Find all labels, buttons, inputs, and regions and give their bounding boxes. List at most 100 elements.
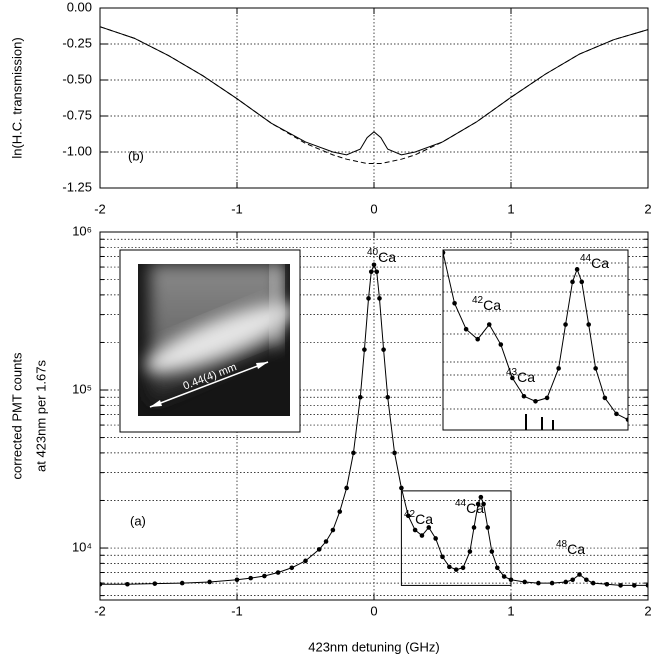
isotope-element: Ca bbox=[591, 255, 609, 271]
data-point bbox=[577, 572, 582, 577]
panel-label: (b) bbox=[128, 148, 144, 163]
data-point bbox=[604, 581, 610, 587]
data-point bbox=[510, 375, 515, 381]
data-point bbox=[316, 547, 322, 552]
data-point bbox=[563, 322, 568, 327]
data-point bbox=[377, 296, 382, 301]
isotope-element: Ca bbox=[466, 500, 484, 516]
data-point bbox=[536, 580, 541, 586]
data-point bbox=[302, 362, 307, 367]
y-tick-label: -0.25 bbox=[62, 35, 92, 50]
isotope-label: 43Ca bbox=[506, 367, 535, 385]
data-point bbox=[586, 322, 591, 327]
isotope-element: Ca bbox=[567, 541, 585, 557]
data-point bbox=[399, 485, 404, 491]
isotope-label: 44Ca bbox=[580, 253, 609, 271]
isotope-element: Ca bbox=[483, 297, 501, 313]
data-point bbox=[498, 342, 504, 347]
data-point bbox=[460, 565, 466, 571]
data-point bbox=[248, 575, 253, 581]
data-point bbox=[486, 322, 492, 327]
data-point bbox=[323, 539, 329, 544]
data-point bbox=[337, 509, 343, 514]
data-point bbox=[463, 326, 469, 332]
panel-b: -2 -1 0 1 2 0.00 -0.25 -0.50 -0.75 -1.00 -1.25 bbox=[62, 0, 651, 216]
data-point bbox=[521, 393, 527, 399]
x-tick-label: 1 bbox=[507, 603, 514, 618]
y-axis-title: ln(H.C. transmission) bbox=[9, 37, 24, 158]
data-point bbox=[152, 581, 158, 586]
data-point bbox=[618, 583, 623, 588]
data-point bbox=[452, 301, 457, 306]
y-axis-title: at 423nm per 1.67s bbox=[33, 359, 48, 472]
isotope-mass: 42 bbox=[472, 295, 484, 306]
isotope-mass: 48 bbox=[556, 539, 568, 550]
y-tick-label: 10⁶ bbox=[72, 223, 92, 238]
data-point bbox=[348, 250, 353, 255]
x-axis-title: 423nm detuning (GHz) bbox=[308, 639, 440, 654]
data-point bbox=[467, 549, 473, 554]
data-point bbox=[344, 485, 349, 491]
data-point bbox=[179, 580, 185, 586]
data-point bbox=[533, 398, 538, 404]
plot-data bbox=[100, 262, 648, 588]
data-point bbox=[368, 269, 374, 275]
data-point bbox=[481, 501, 486, 507]
data-point bbox=[362, 347, 367, 352]
x-tick-label: -1 bbox=[231, 201, 243, 216]
data-point bbox=[453, 567, 459, 572]
x-tick-label: 1 bbox=[507, 201, 514, 216]
data-point bbox=[419, 533, 425, 538]
inset-grid bbox=[443, 262, 628, 410]
isotope-element: Ca bbox=[378, 249, 396, 265]
data-point bbox=[358, 394, 363, 400]
data-point bbox=[429, 187, 434, 192]
data-point bbox=[433, 536, 438, 541]
y-tick-label: -0.50 bbox=[62, 71, 92, 86]
x-tick-label: -2 bbox=[94, 603, 106, 618]
data-point bbox=[489, 549, 495, 554]
data-point bbox=[360, 187, 365, 192]
data-point bbox=[574, 267, 580, 272]
data-point bbox=[495, 565, 500, 571]
data-point bbox=[374, 269, 380, 275]
plot-data bbox=[100, 26, 648, 165]
x-tick-label: -2 bbox=[94, 201, 106, 216]
y-axis-title: corrected PMT counts bbox=[9, 352, 24, 479]
data-point bbox=[614, 411, 619, 417]
data-point bbox=[632, 583, 637, 588]
data-point bbox=[325, 327, 330, 332]
data-point bbox=[549, 580, 555, 586]
data-point bbox=[475, 336, 480, 342]
data-point bbox=[405, 513, 411, 519]
data-point bbox=[440, 554, 445, 560]
data-point bbox=[351, 450, 356, 456]
image-edge bbox=[272, 264, 282, 344]
isotope-label: 42Ca bbox=[404, 509, 433, 527]
data-point bbox=[330, 527, 336, 533]
data-point bbox=[275, 570, 281, 575]
data-point bbox=[234, 577, 240, 583]
arrow-head bbox=[150, 400, 162, 407]
x-tick-label: 2 bbox=[644, 201, 651, 216]
data-point bbox=[371, 85, 376, 90]
scale-arrow bbox=[149, 361, 269, 408]
data-point bbox=[426, 525, 432, 530]
isotope-label: 42Ca bbox=[472, 295, 501, 313]
data-point bbox=[418, 85, 423, 90]
data-point bbox=[602, 395, 608, 401]
isotope-mass: 43 bbox=[506, 367, 518, 378]
data-point bbox=[412, 527, 418, 533]
y-tick-label: 10⁴ bbox=[72, 539, 92, 554]
arrow-head bbox=[256, 362, 268, 369]
data-point bbox=[24, 425, 29, 430]
data-point bbox=[262, 573, 267, 579]
data-point bbox=[447, 564, 452, 570]
data-point bbox=[207, 579, 212, 585]
data-point bbox=[563, 579, 569, 585]
isotope-label: 44Ca bbox=[455, 498, 484, 516]
image-band bbox=[145, 303, 290, 373]
data-point bbox=[570, 577, 575, 583]
data-point bbox=[471, 525, 477, 530]
